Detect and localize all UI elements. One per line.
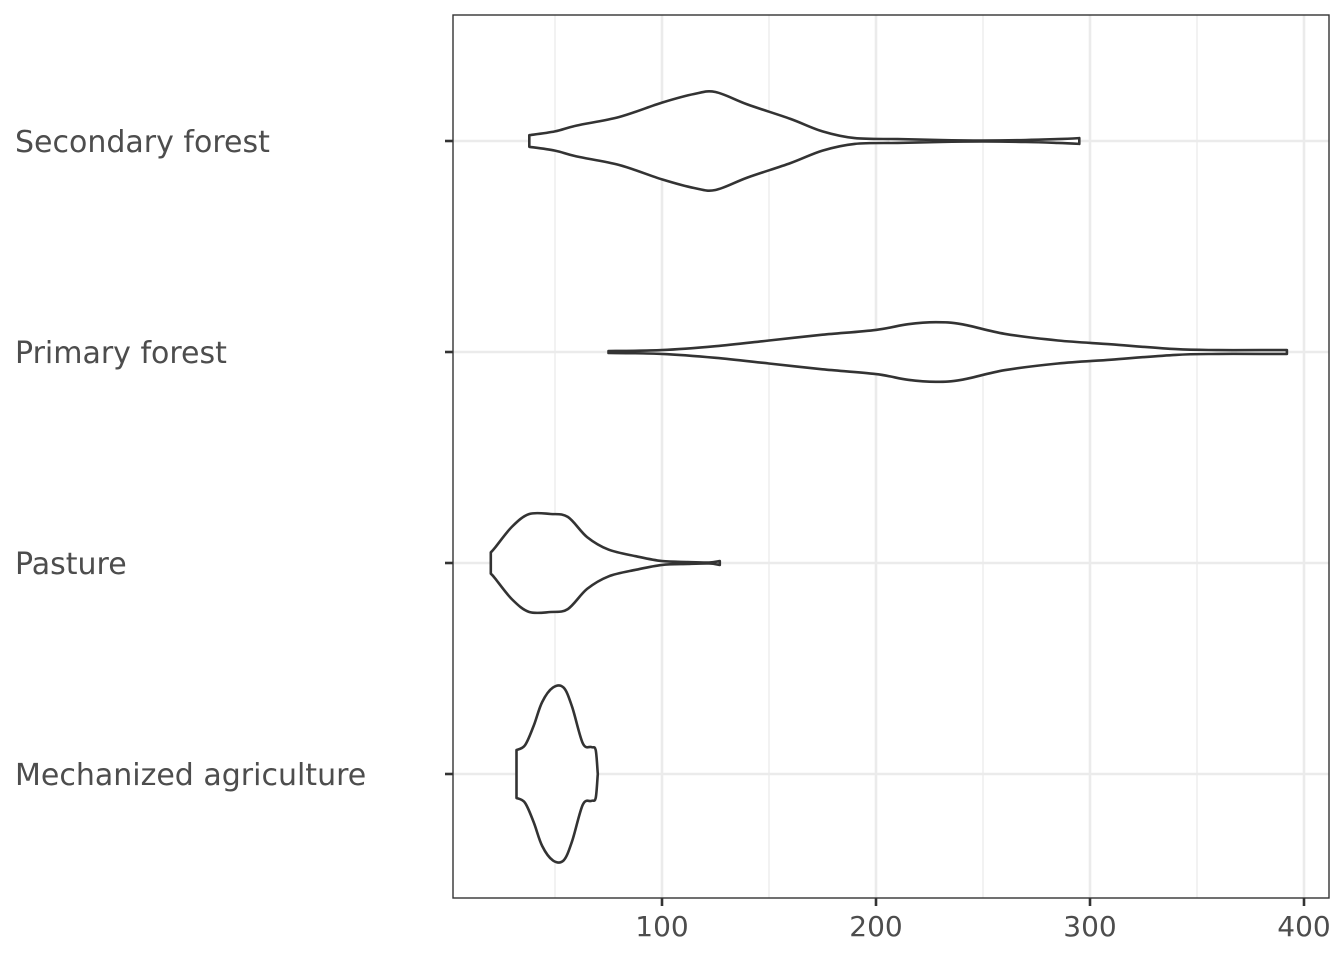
panel-border	[452, 14, 1330, 899]
x-tick-label: 100	[635, 910, 688, 943]
violin-secondary-forest	[528, 90, 1081, 192]
x-tick-label: 200	[849, 910, 902, 943]
x-tick-label: 300	[1063, 910, 1116, 943]
category-label-secondary-forest: Secondary forest	[15, 125, 270, 160]
x-tick-label: 400	[1277, 910, 1330, 943]
violin-layer	[489, 90, 1289, 864]
violin-mechanized-agriculture	[515, 684, 600, 864]
category-label-primary-forest: Primary forest	[15, 336, 227, 371]
violin-primary-forest	[607, 320, 1289, 384]
category-label-pasture: Pasture	[15, 547, 127, 582]
axis-layer: Secondary forest Primary forest Pasture Mec…	[15, 125, 1331, 943]
violin-pasture	[489, 511, 722, 615]
category-label-mechanized-agriculture: Mechanized agriculture	[15, 758, 366, 793]
